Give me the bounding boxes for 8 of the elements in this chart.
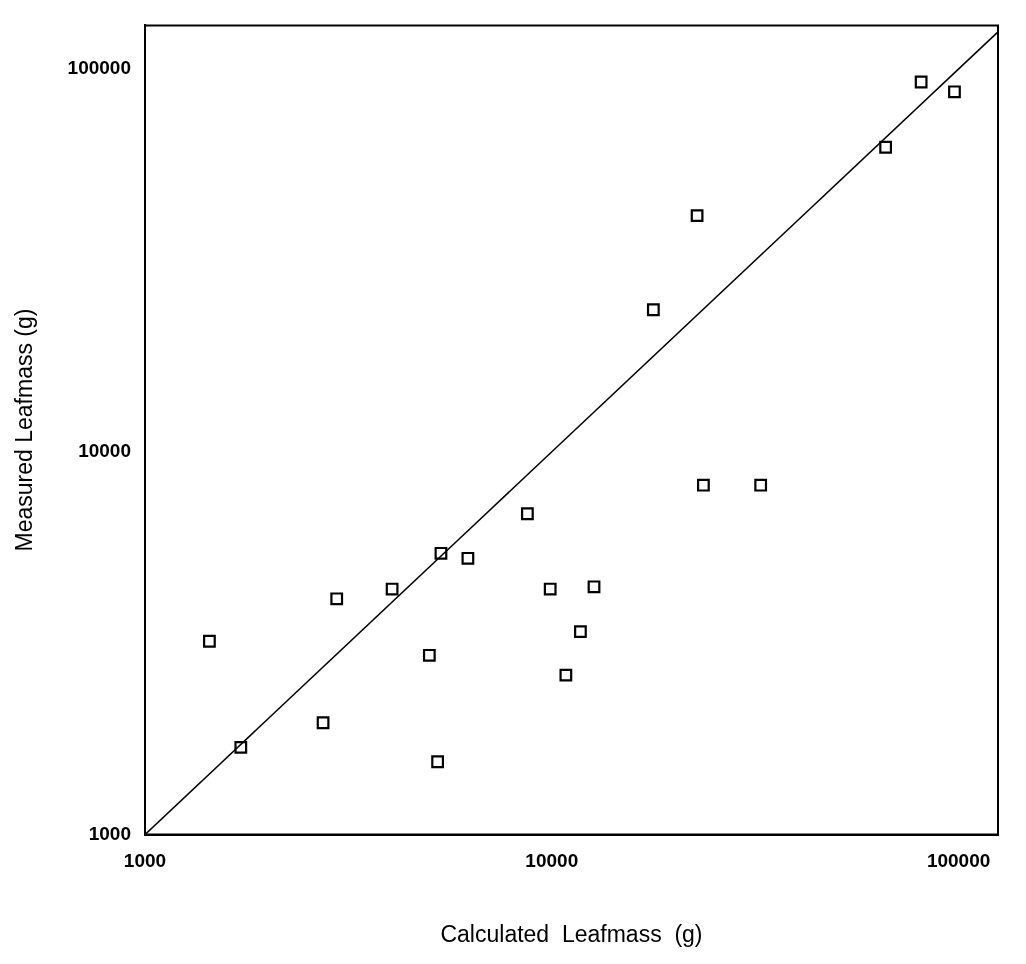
y-tick-label: 1000 xyxy=(88,822,131,844)
x-tick-label: 100000 xyxy=(926,850,991,872)
x-tick-label: 1000 xyxy=(123,850,167,872)
y-tick-label: 100000 xyxy=(67,57,131,79)
y-axis-title: Measured Leafmass (g) xyxy=(11,308,38,552)
x-tick-label: 10000 xyxy=(525,850,579,872)
x-axis-title: Calculated Leafmass (g) xyxy=(440,920,703,947)
y-tick-label: 10000 xyxy=(78,440,131,462)
